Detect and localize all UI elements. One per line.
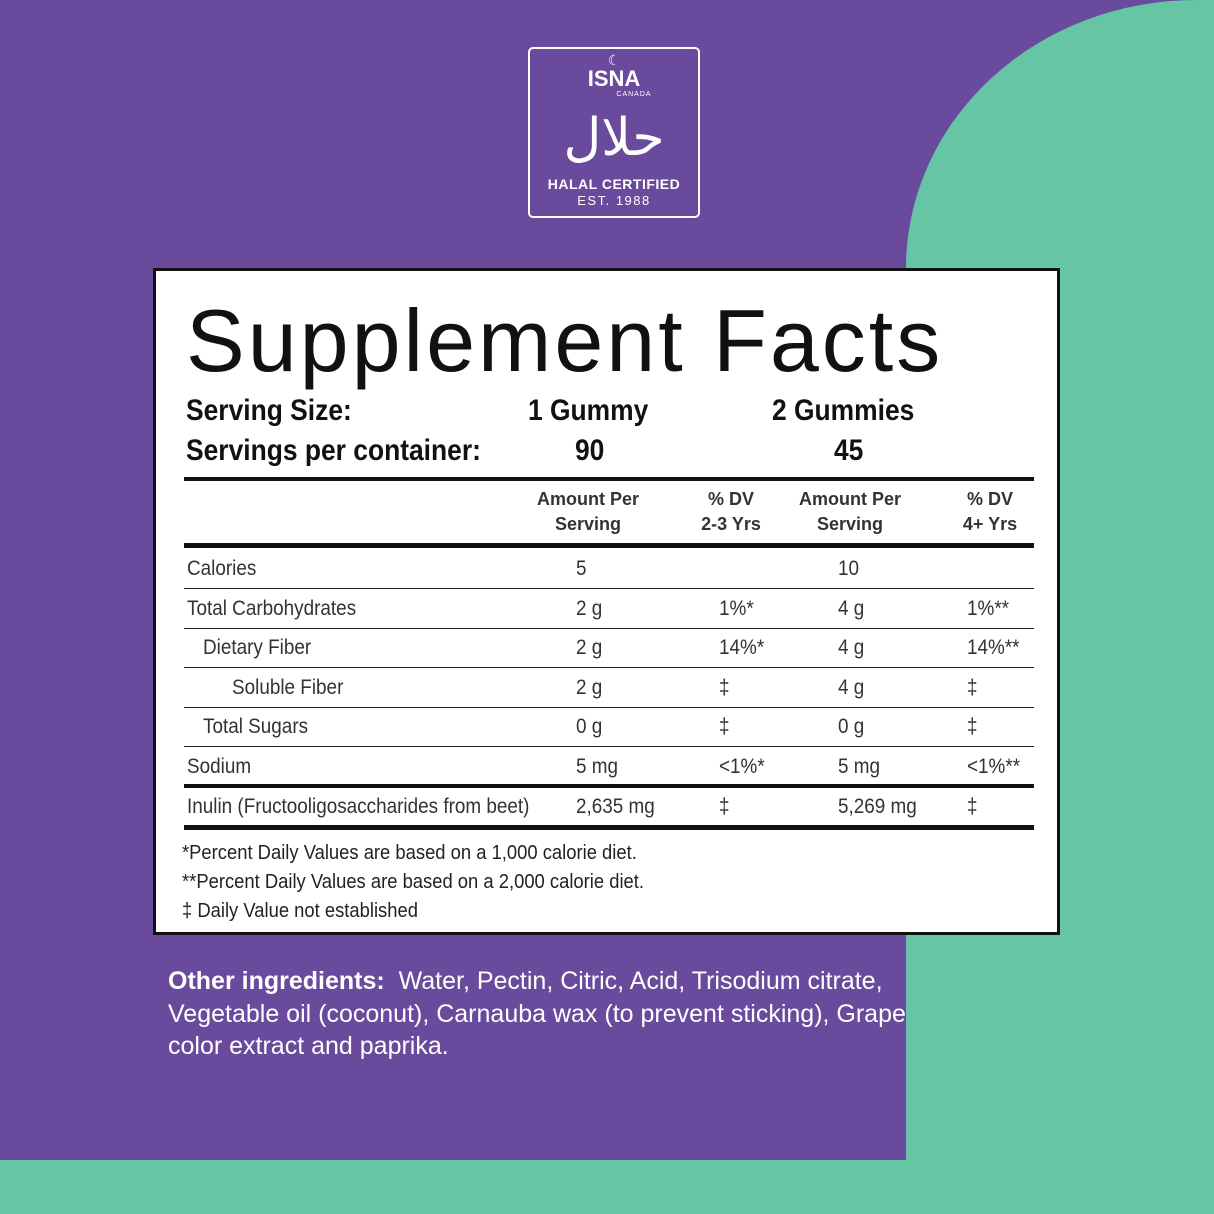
nutrient-name: Soluble Fiber [232, 676, 344, 699]
header-amount-1-line2: Serving [554, 514, 622, 534]
header-dv-1-line1: % DV [707, 489, 754, 509]
amount-1: 2,635 mg [576, 795, 655, 818]
amount-1: 2 g [576, 636, 603, 659]
nutrient-name: Sodium [187, 755, 252, 778]
amount-2: 4 g [838, 636, 865, 659]
servings-per-container-label: Servings per container: [186, 434, 481, 467]
nutrient-name: Dietary Fiber [203, 636, 312, 659]
badge-country: CANADA [616, 91, 652, 98]
amount-1: 5 mg [576, 755, 619, 778]
dv-1: <1%* [719, 755, 765, 778]
dv-2: <1%** [967, 755, 1021, 778]
badge-arabic-halal: حلال [563, 108, 665, 168]
nutrient-name: Total Carbohydrates [187, 597, 357, 620]
other-ingredients: Other ingredients: Water, Pectin, Citric… [168, 965, 908, 1063]
servings-per-container-1: 90 [575, 434, 605, 467]
header-amount-2-line2: Serving [816, 514, 884, 534]
header-dv-1: % DV 2-3 Yrs [688, 487, 774, 537]
table-row: Total Sugars 0 g ‡ 0 g ‡ [184, 707, 1034, 747]
halal-certified-badge: ☾ ISNA CANADA حلال HALAL CERTIFIED EST. … [528, 47, 700, 218]
header-amount-2: Amount Per Serving [790, 487, 910, 537]
amount-2: 4 g [838, 597, 865, 620]
dv-2: ‡ [967, 676, 978, 699]
footnote-1000-calorie: *Percent Daily Values are based on a 1,0… [182, 842, 637, 864]
dv-1: ‡ [719, 715, 730, 738]
other-ingredients-text: Water, Pectin, Citric, Acid, Trisodium c… [168, 967, 906, 1060]
nutrient-name: Calories [187, 557, 257, 580]
header-amount-1-line1: Amount Per [536, 489, 639, 509]
serving-size-label: Serving Size: [186, 394, 352, 427]
amount-1: 0 g [576, 715, 603, 738]
table-row: Dietary Fiber 2 g 14%* 4 g 14%** [184, 628, 1034, 668]
thick-divider [184, 543, 1034, 548]
badge-certified-text: HALAL CERTIFIED [547, 176, 681, 192]
teal-curve-shape [906, 0, 1214, 268]
facts-title: Supplement Facts [186, 291, 944, 390]
serving-size-2: 2 Gummies [772, 394, 915, 427]
dv-1: ‡ [719, 795, 730, 818]
amount-2: 4 g [838, 676, 865, 699]
header-dv-1-line2: 2-3 Yrs [701, 514, 761, 534]
dv-2: ‡ [967, 715, 978, 738]
table-row: Soluble Fiber 2 g ‡ 4 g ‡ [184, 668, 1034, 708]
other-ingredients-label: Other ingredients: [168, 967, 385, 995]
nutrient-name: Total Sugars [203, 715, 309, 738]
dv-2: 1%** [967, 597, 1010, 620]
amount-2: 10 [838, 557, 860, 580]
badge-established: EST. 1988 [577, 193, 651, 208]
amount-1: 2 g [576, 676, 603, 699]
table-row: Calories 5 10 [184, 549, 1034, 589]
header-dv-2: % DV 4+ Yrs [952, 487, 1028, 537]
table-row: Inulin (Fructooligosaccharides from beet… [184, 787, 1034, 830]
dv-2: 14%** [967, 636, 1020, 659]
footnote-dv-not-established: ‡ Daily Value not established [182, 900, 418, 922]
nutrient-name: Inulin (Fructooligosaccharides from beet… [187, 795, 530, 818]
dv-1: 14%* [719, 636, 765, 659]
supplement-facts-panel: Supplement Facts Serving Size: 1 Gummy 2… [153, 268, 1060, 935]
badge-brand: ISNA [587, 66, 641, 91]
amount-1: 5 [576, 557, 587, 580]
footnote-2000-calorie: **Percent Daily Values are based on a 2,… [182, 871, 644, 893]
serving-size-1: 1 Gummy [528, 394, 649, 427]
amount-1: 2 g [576, 597, 603, 620]
header-amount-1: Amount Per Serving [528, 487, 648, 537]
header-amount-2-line1: Amount Per [798, 489, 901, 509]
table-row: Sodium 5 mg <1%* 5 mg <1%** [184, 747, 1034, 788]
dv-1: 1%* [719, 597, 754, 620]
header-dv-2-line1: % DV [966, 489, 1013, 509]
dv-1: ‡ [719, 676, 730, 699]
amount-2: 0 g [838, 715, 865, 738]
dv-2: ‡ [967, 795, 978, 818]
table-row: Total Carbohydrates 2 g 1%* 4 g 1%** [184, 589, 1034, 629]
header-dv-2-line2: 4+ Yrs [962, 514, 1018, 534]
thick-divider [184, 477, 1034, 481]
crescent-moon-icon: ☾ [607, 52, 621, 68]
amount-2: 5 mg [838, 755, 881, 778]
servings-per-container-2: 45 [834, 434, 864, 467]
amount-2: 5,269 mg [838, 795, 917, 818]
